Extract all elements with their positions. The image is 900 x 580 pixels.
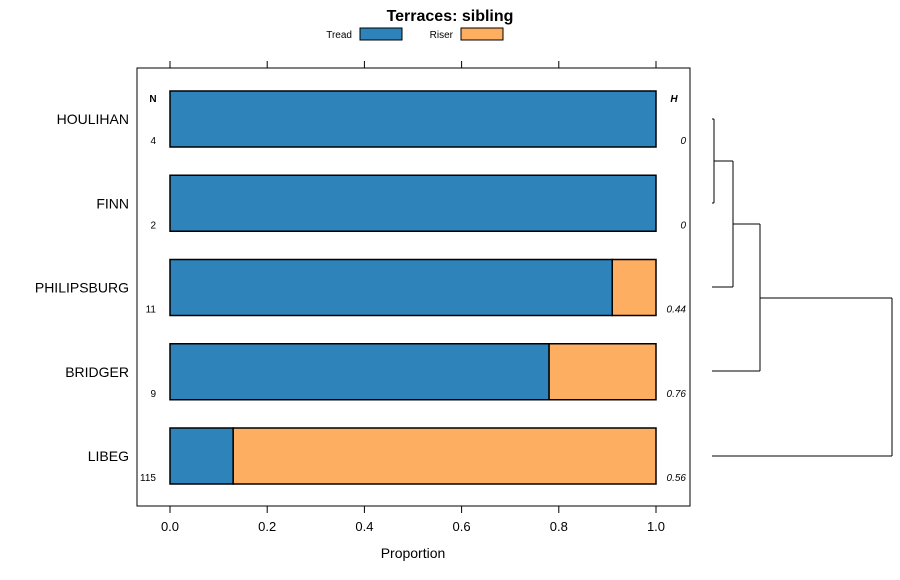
bar-riser-bridger <box>548 343 657 401</box>
chart-title: Terraces: sibling <box>387 8 514 25</box>
bar-riser-libeg <box>232 427 657 485</box>
category-labels: HOULIHAN FINN PHILIPSBURG BRIDGER LIBEG <box>35 111 129 464</box>
x-tick-label: 1.0 <box>647 519 665 534</box>
legend-label-riser: Riser <box>430 30 454 41</box>
x-tick-label: 0.8 <box>550 519 568 534</box>
legend-swatch-tread <box>359 27 403 41</box>
x-axis-label: Proportion <box>381 545 446 561</box>
category-label-philipsburg: PHILIPSBURG <box>35 280 129 296</box>
h-value-finn: 0 <box>680 220 686 231</box>
bar-tread-finn <box>169 174 657 232</box>
h-header: H <box>670 94 678 105</box>
n-header: N <box>149 94 156 105</box>
legend-label-tread: Tread <box>326 30 352 41</box>
dendrogram <box>712 118 893 457</box>
plot-frame <box>136 67 691 507</box>
category-label-bridger: BRIDGER <box>65 364 129 380</box>
n-value-finn: 2 <box>150 220 156 231</box>
category-label-libeg: LIBEG <box>88 448 129 464</box>
x-tick-label: 0.6 <box>453 519 471 534</box>
x-axis: 0.0 0.2 0.4 0.6 0.8 1.0 <box>161 61 665 534</box>
h-value-libeg: 0.56 <box>667 473 687 484</box>
x-tick-label: 0.4 <box>355 519 373 534</box>
bar-riser-philipsburg <box>611 258 657 317</box>
category-label-finn: FINN <box>96 195 129 211</box>
category-label-houlihan: HOULIHAN <box>57 111 129 127</box>
bar-tread-bridger <box>169 343 550 401</box>
x-tick-label: 0.0 <box>161 519 179 534</box>
n-value-libeg: 115 <box>140 473 156 484</box>
legend: Tread Riser <box>326 27 504 41</box>
h-value-philipsburg: 0.44 <box>667 305 687 316</box>
h-value-bridger: 0.76 <box>667 389 687 400</box>
n-value-bridger: 9 <box>150 389 156 400</box>
x-tick-label: 0.2 <box>258 519 276 534</box>
bars <box>169 90 657 485</box>
h-value-houlihan: 0 <box>680 136 686 147</box>
bar-tread-libeg <box>169 427 234 485</box>
legend-swatch-riser <box>460 27 504 41</box>
row-annotations: N H 4 0 2 0 11 0.44 9 0.76 115 0.56 <box>140 94 686 484</box>
n-value-philipsburg: 11 <box>146 305 157 316</box>
bar-tread-philipsburg <box>169 258 614 317</box>
bar-tread-houlihan <box>169 90 657 148</box>
n-value-houlihan: 4 <box>150 136 156 147</box>
